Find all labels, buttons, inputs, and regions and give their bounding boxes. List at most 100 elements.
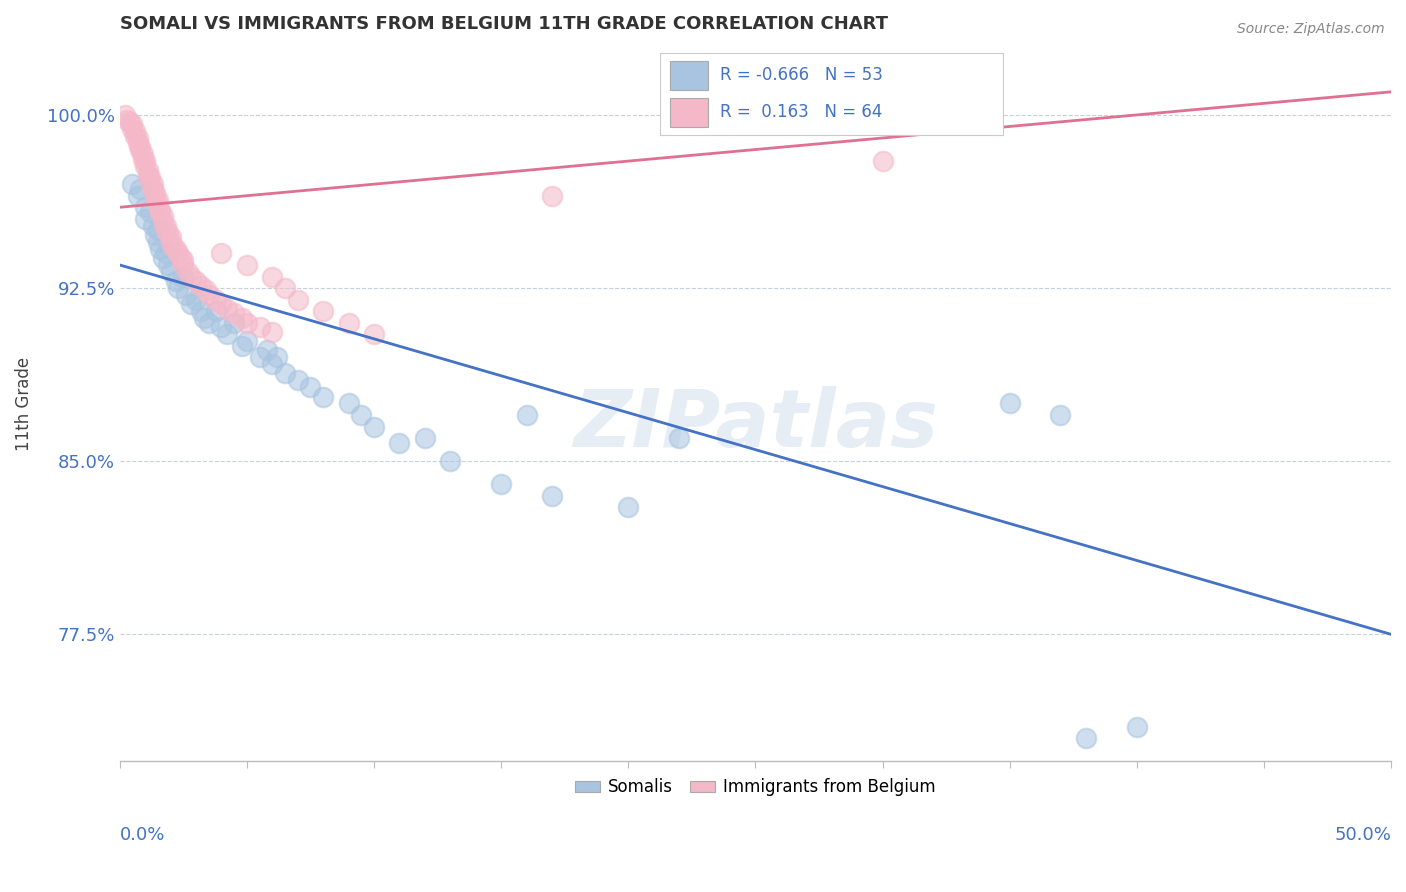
Point <box>162 239 184 253</box>
Point <box>146 223 169 237</box>
Point <box>142 219 165 233</box>
Point <box>195 284 218 298</box>
Point <box>274 367 297 381</box>
Point <box>118 115 141 129</box>
Point <box>205 304 228 318</box>
Point <box>274 281 297 295</box>
Point <box>231 311 253 326</box>
Point <box>287 293 309 307</box>
Point <box>668 431 690 445</box>
Point <box>236 334 259 348</box>
Point <box>197 316 219 330</box>
Point <box>159 230 181 244</box>
Point <box>149 242 172 256</box>
Point <box>224 316 246 330</box>
Point <box>143 191 166 205</box>
Point <box>149 202 172 217</box>
Text: 0.0%: 0.0% <box>120 826 165 844</box>
Point <box>155 219 177 233</box>
Point <box>174 288 197 302</box>
Point <box>157 258 180 272</box>
Point <box>215 301 238 316</box>
Point <box>131 147 153 161</box>
Point <box>262 357 284 371</box>
Point <box>155 223 177 237</box>
Point <box>139 170 162 185</box>
Point <box>299 380 322 394</box>
Point <box>516 408 538 422</box>
Point <box>127 188 149 202</box>
Point <box>211 246 233 260</box>
Point <box>312 304 335 318</box>
Point <box>541 489 564 503</box>
Point <box>129 182 152 196</box>
Point <box>139 175 162 189</box>
Point <box>165 274 187 288</box>
Point <box>190 304 212 318</box>
Point <box>211 320 233 334</box>
Text: Source: ZipAtlas.com: Source: ZipAtlas.com <box>1237 22 1385 37</box>
Point <box>152 210 174 224</box>
Point <box>231 339 253 353</box>
Point <box>184 274 207 288</box>
Point <box>388 435 411 450</box>
Point <box>146 198 169 212</box>
Point <box>287 373 309 387</box>
Point <box>215 327 238 342</box>
Point <box>152 214 174 228</box>
Point <box>541 188 564 202</box>
Point <box>155 246 177 260</box>
Point <box>172 269 194 284</box>
Point <box>136 168 159 182</box>
Point <box>249 351 271 365</box>
Text: ZIPatlas: ZIPatlas <box>572 386 938 464</box>
Point <box>184 293 207 307</box>
Point <box>180 269 202 284</box>
Point <box>121 121 143 136</box>
Point <box>439 454 461 468</box>
Point <box>167 246 190 260</box>
Point <box>262 269 284 284</box>
Point <box>121 117 143 131</box>
Point <box>172 258 194 272</box>
Point <box>143 227 166 242</box>
Legend: Somalis, Immigrants from Belgium: Somalis, Immigrants from Belgium <box>568 772 942 803</box>
Point <box>127 131 149 145</box>
Point <box>205 293 228 307</box>
Point <box>159 235 181 249</box>
Point <box>124 128 146 143</box>
Point <box>363 419 385 434</box>
Point <box>167 281 190 295</box>
Point <box>152 251 174 265</box>
Point <box>249 320 271 334</box>
Point <box>337 396 360 410</box>
Point <box>193 311 215 326</box>
Point <box>146 235 169 249</box>
Point <box>177 265 200 279</box>
Point <box>489 477 512 491</box>
Point <box>197 288 219 302</box>
Point <box>413 431 436 445</box>
Text: SOMALI VS IMMIGRANTS FROM BELGIUM 11TH GRADE CORRELATION CHART: SOMALI VS IMMIGRANTS FROM BELGIUM 11TH G… <box>120 15 887 33</box>
Point <box>134 200 156 214</box>
Point <box>363 327 385 342</box>
Point <box>236 316 259 330</box>
Point <box>617 500 640 515</box>
Point <box>872 154 894 169</box>
Point <box>998 396 1021 410</box>
Point <box>134 154 156 169</box>
Point <box>124 124 146 138</box>
Point <box>350 408 373 422</box>
Point <box>165 242 187 256</box>
Point <box>1125 720 1147 734</box>
Point <box>129 140 152 154</box>
Point <box>131 152 153 166</box>
Point <box>114 108 136 122</box>
Point <box>157 226 180 240</box>
Point <box>224 306 246 320</box>
Point <box>337 316 360 330</box>
Point <box>142 177 165 191</box>
Point <box>121 177 143 191</box>
Point <box>266 351 288 365</box>
Point <box>146 194 169 208</box>
